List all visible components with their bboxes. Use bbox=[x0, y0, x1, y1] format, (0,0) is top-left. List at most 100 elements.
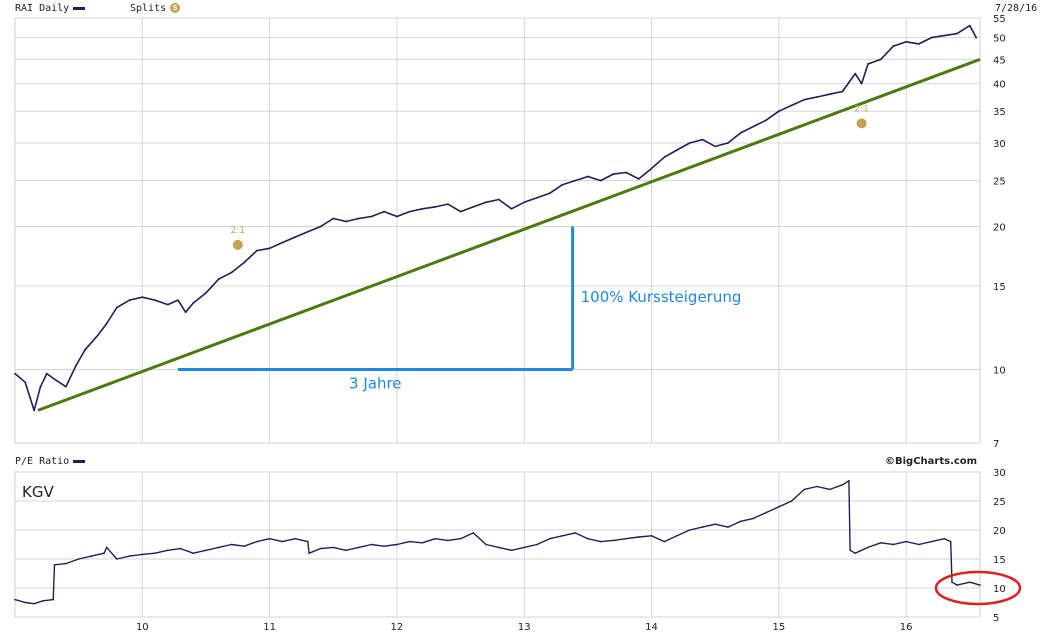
price-point bbox=[75, 364, 78, 367]
price-point bbox=[192, 302, 195, 304]
trend-line bbox=[37, 57, 981, 412]
price-point bbox=[867, 63, 869, 65]
price-point bbox=[408, 210, 411, 213]
price-point bbox=[217, 278, 220, 281]
pe-point bbox=[294, 537, 296, 540]
split-ratio-label: 2:1 bbox=[854, 104, 868, 114]
price-point bbox=[892, 45, 895, 47]
x-tick-label: 10 bbox=[136, 622, 149, 633]
price-point bbox=[561, 183, 564, 186]
pe-point bbox=[307, 540, 309, 543]
pe-label: P/E Ratio bbox=[15, 456, 70, 467]
price-swatch-icon bbox=[73, 6, 86, 10]
pe-point bbox=[268, 537, 271, 540]
pe-point bbox=[778, 506, 780, 508]
price-point bbox=[650, 167, 653, 170]
pe-point bbox=[536, 543, 538, 546]
price-point bbox=[166, 303, 169, 306]
pe-point bbox=[979, 584, 981, 586]
pe-point bbox=[956, 584, 958, 586]
pe-tick-label: 15 bbox=[993, 555, 1006, 566]
pe-point bbox=[345, 549, 347, 552]
price-point bbox=[184, 311, 187, 314]
price-point bbox=[586, 175, 589, 178]
price-point bbox=[39, 385, 42, 388]
highlight-circle bbox=[934, 570, 1022, 606]
price-point bbox=[968, 24, 971, 27]
pe-point bbox=[319, 547, 322, 550]
price-tick-label: 15 bbox=[993, 282, 1006, 293]
price-point bbox=[205, 291, 207, 294]
x-tick-label: 12 bbox=[391, 622, 404, 633]
price-point bbox=[472, 206, 475, 208]
price-point bbox=[141, 296, 144, 299]
pe-point bbox=[396, 543, 398, 546]
pe-point bbox=[949, 540, 952, 543]
pe-point bbox=[103, 552, 105, 554]
price-point bbox=[319, 225, 322, 228]
pe-point bbox=[638, 536, 640, 538]
pe-point bbox=[434, 537, 436, 540]
pe-panel: 5 10 15 20 25 30 10 11 12 13 14 15 16 bbox=[14, 468, 1022, 633]
price-tick-label: 10 bbox=[993, 365, 1006, 376]
price-point bbox=[917, 43, 920, 45]
pe-point bbox=[192, 552, 195, 554]
price-point bbox=[446, 203, 449, 206]
pe-point bbox=[790, 500, 793, 502]
price-point bbox=[84, 348, 86, 351]
price-point bbox=[434, 206, 437, 208]
price-point bbox=[765, 119, 768, 122]
pe-point bbox=[930, 540, 933, 543]
pe-point bbox=[879, 541, 882, 544]
price-point bbox=[33, 409, 35, 412]
price-point bbox=[306, 230, 309, 233]
price-tick-label: 35 bbox=[993, 107, 1006, 118]
pe-point bbox=[969, 581, 971, 583]
pe-point bbox=[281, 540, 284, 543]
price-point bbox=[255, 249, 258, 252]
pe-plot-area bbox=[14, 471, 981, 618]
pe-point bbox=[217, 546, 220, 549]
pe-tick-label: 10 bbox=[993, 584, 1006, 595]
pe-point bbox=[612, 539, 615, 542]
pe-point bbox=[33, 602, 35, 605]
split-ratio-label: 2:1 bbox=[231, 226, 245, 236]
price-point bbox=[574, 179, 577, 182]
price-point bbox=[714, 145, 717, 148]
price-point bbox=[421, 207, 424, 210]
pe-point bbox=[497, 546, 500, 549]
price-point bbox=[523, 201, 526, 204]
pe-point bbox=[714, 523, 716, 525]
pe-point bbox=[701, 526, 704, 528]
price-point bbox=[128, 299, 131, 301]
pe-point bbox=[230, 543, 233, 546]
symbol-label: RAI Daily bbox=[15, 3, 70, 14]
price-point bbox=[860, 82, 863, 85]
pe-point bbox=[663, 540, 666, 543]
price-point bbox=[841, 90, 844, 93]
price-tick-label: 30 bbox=[993, 139, 1006, 150]
price-plot-area bbox=[14, 17, 981, 444]
price-point bbox=[625, 171, 627, 174]
splits-label: Splits bbox=[130, 3, 167, 14]
pe-point bbox=[841, 483, 844, 486]
pe-point bbox=[42, 599, 44, 602]
price-point bbox=[497, 198, 500, 201]
price-point bbox=[612, 173, 615, 175]
pe-point bbox=[154, 552, 156, 554]
splits-legend: Splits S bbox=[130, 3, 181, 14]
pe-point bbox=[24, 601, 26, 604]
pe-point bbox=[141, 553, 144, 556]
x-tick-label: 14 bbox=[645, 622, 658, 633]
pe-point bbox=[849, 549, 851, 552]
pe-point bbox=[561, 535, 564, 537]
pe-point bbox=[625, 537, 627, 540]
price-point bbox=[281, 241, 284, 244]
price-point bbox=[956, 32, 958, 35]
price-point bbox=[345, 220, 347, 223]
x-tick-label: 13 bbox=[518, 622, 531, 633]
pe-point bbox=[765, 511, 767, 514]
pe-point bbox=[848, 479, 850, 482]
price-point bbox=[727, 142, 729, 144]
price-point bbox=[599, 179, 602, 182]
